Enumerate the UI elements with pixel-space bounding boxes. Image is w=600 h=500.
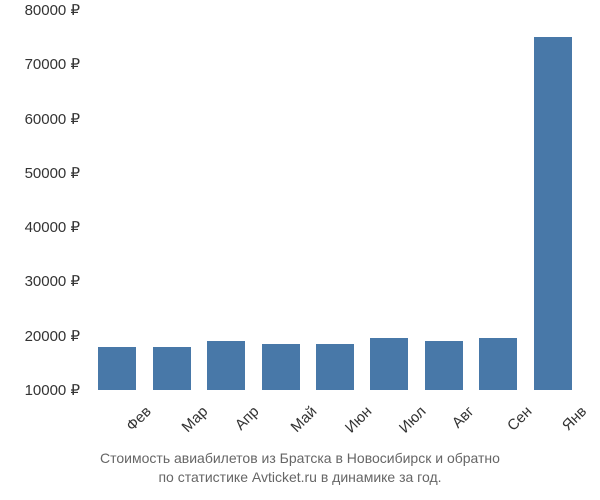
x-tick-label: Мар [178,403,211,436]
chart-container: 10000 ₽20000 ₽30000 ₽40000 ₽50000 ₽60000… [90,10,580,390]
x-tick-label: Сен [504,403,535,434]
chart-caption: Стоимость авиабилетов из Братска в Новос… [0,449,600,488]
x-tick-label: Июн [342,403,375,436]
x-tick-label: Авг [449,403,478,432]
y-axis: 10000 ₽20000 ₽30000 ₽40000 ₽50000 ₽60000… [0,10,85,390]
bar [534,37,572,390]
x-tick-label: Июл [396,403,430,437]
bar [207,341,245,390]
y-tick-label: 40000 ₽ [0,218,80,236]
y-tick-label: 60000 ₽ [0,110,80,128]
x-tick-label: Апр [232,403,263,434]
y-tick-label: 50000 ₽ [0,164,80,182]
x-tick-label: Фев [123,403,155,435]
y-tick-label: 80000 ₽ [0,1,80,19]
bar [479,338,517,390]
x-tick-label: Май [287,403,320,436]
x-axis-labels: ФевМарАпрМайИюнИюлАвгСенЯнв [90,395,580,445]
bar [98,347,136,390]
bar [316,344,354,390]
y-tick-label: 10000 ₽ [0,381,80,399]
caption-line-1: Стоимость авиабилетов из Братска в Новос… [100,450,500,466]
y-tick-label: 30000 ₽ [0,272,80,290]
bars-group [90,10,580,390]
bar [262,344,300,390]
y-tick-label: 70000 ₽ [0,55,80,73]
bar [153,347,191,390]
caption-line-2: по статистике Avticket.ru в динамике за … [158,469,441,485]
y-tick-label: 20000 ₽ [0,327,80,345]
bar [425,341,463,390]
plot-area [90,10,580,390]
x-tick-label: Янв [559,403,590,434]
bar [370,338,408,390]
